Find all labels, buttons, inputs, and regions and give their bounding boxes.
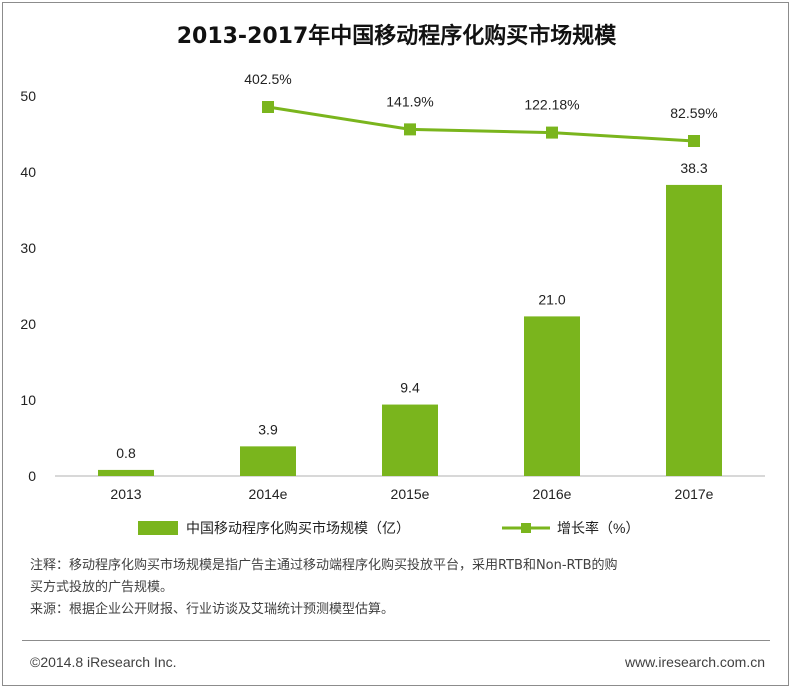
growth-value-label: 122.18% bbox=[524, 97, 579, 113]
bar-value-label: 21.0 bbox=[538, 291, 565, 307]
bar bbox=[382, 404, 438, 476]
footer-website: www.iresearch.com.cn bbox=[624, 654, 765, 670]
bars bbox=[98, 184, 722, 477]
source-note: 来源：根据企业公开财报、行业访谈及艾瑞统计预测模型估算。 bbox=[30, 602, 395, 617]
bar bbox=[98, 469, 154, 476]
growth-point bbox=[404, 123, 416, 136]
legend: 中国移动程序化购买市场规模（亿） 增长率（%） bbox=[138, 520, 639, 536]
note-line-1: 注释：移动程序化购买市场规模是指广告主通过移动端程序化购买投放平台，采用RTB和… bbox=[30, 558, 618, 573]
y-tick-label: 50 bbox=[20, 88, 36, 104]
footer-divider bbox=[22, 640, 770, 641]
x-axis-labels: 2013 2014e 2015e 2016e 2017e bbox=[110, 486, 713, 502]
y-tick-label: 40 bbox=[20, 164, 36, 180]
bar bbox=[524, 316, 580, 476]
growth-line-series bbox=[262, 101, 700, 147]
footer-copyright: ©2014.8 iResearch Inc. bbox=[30, 654, 177, 670]
note-line-2: 买方式投放的广告规模。 bbox=[30, 580, 174, 595]
bar-value-label: 38.3 bbox=[680, 160, 707, 176]
growth-point bbox=[546, 126, 558, 139]
y-tick-label: 30 bbox=[20, 240, 36, 256]
bar bbox=[240, 446, 296, 476]
y-axis-labels: 0 10 20 30 40 50 bbox=[20, 88, 36, 484]
bar-value-label: 9.4 bbox=[400, 380, 420, 396]
x-tick-label: 2013 bbox=[110, 486, 141, 502]
growth-value-label: 141.9% bbox=[386, 93, 433, 109]
legend-bar-label: 中国移动程序化购买市场规模（亿） bbox=[186, 520, 410, 536]
legend-line-label: 增长率（%） bbox=[557, 520, 639, 536]
x-tick-label: 2016e bbox=[533, 486, 572, 502]
bar-labels: 0.8 3.9 9.4 21.0 38.3 bbox=[116, 160, 708, 461]
x-tick-label: 2017e bbox=[675, 486, 714, 502]
x-tick-label: 2014e bbox=[249, 486, 288, 502]
bar bbox=[666, 184, 722, 477]
growth-point bbox=[262, 101, 274, 113]
growth-value-label: 402.5% bbox=[244, 71, 291, 87]
growth-value-label: 82.59% bbox=[670, 105, 717, 121]
legend-line-marker bbox=[521, 523, 531, 533]
bar-value-label: 3.9 bbox=[258, 421, 278, 437]
chart-title: 2013-2017年中国移动程序化购买市场规模 bbox=[176, 24, 617, 49]
legend-bar-swatch bbox=[138, 521, 178, 535]
bar-value-label: 0.8 bbox=[116, 445, 136, 461]
y-tick-label: 10 bbox=[20, 392, 36, 408]
y-tick-label: 0 bbox=[28, 468, 36, 484]
x-tick-label: 2015e bbox=[391, 486, 430, 502]
y-tick-label: 20 bbox=[20, 316, 36, 332]
growth-point bbox=[688, 135, 700, 147]
growth-line-labels: 402.5% 141.9% 122.18% 82.59% bbox=[244, 71, 717, 121]
growth-line bbox=[267, 105, 695, 143]
